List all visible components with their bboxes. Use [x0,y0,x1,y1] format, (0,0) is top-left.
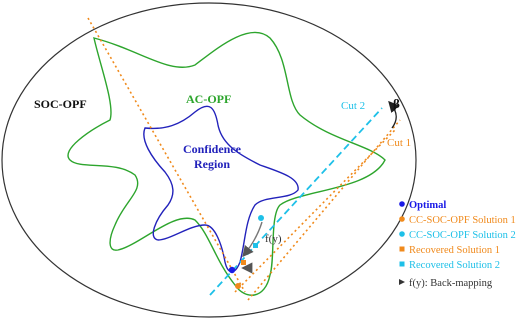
legend-back-mapping-label: f(y): Back-mapping [409,278,493,289]
confidence-label: Confidence [183,142,242,156]
beta-label: β [393,96,400,111]
recovered-solution-2-point [253,243,258,248]
legend-cc-soc-2-label: CC-SOC-OPF Solution 2 [409,230,516,241]
region-label: Region [194,157,230,171]
legend-recovered-2-label: Recovered Solution 2 [409,260,500,271]
legend-cc-soc-2-marker [399,231,405,237]
confidence-region [143,105,299,273]
cut-1-line-far [247,119,401,301]
ac-opf-region [67,31,386,296]
legend: Optimal CC-SOC-OPF Solution 1 CC-SOC-OPF… [399,200,516,289]
fy-label: f(y) [265,233,282,245]
cut-2-label: Cut 2 [341,100,365,112]
cc-soc-opf-solution-1-point [235,283,241,289]
legend-optimal-label: Optimal [409,200,446,211]
cc-soc-opf-solution-2-point [258,215,264,221]
soc-opf-region [1,2,417,318]
legend-optimal-marker [399,201,405,207]
cut-1-label: Cut 1 [387,137,411,149]
beta-rotation-arrow [388,100,400,129]
legend-back-mapping-arrow-icon [399,279,405,285]
legend-cc-soc-1-marker [399,216,405,222]
back-mapping-arrow-2 [241,262,253,274]
legend-recovered-1-label: Recovered Solution 1 [409,245,500,256]
legend-cc-soc-1-label: CC-SOC-OPF Solution 1 [409,215,516,226]
back-mapping-arrow-1 [242,221,263,258]
cut-2-line [209,107,383,296]
legend-recovered-1-marker [399,246,405,252]
optimal-point [228,266,236,274]
soc-opf-label: SOC-OPF [34,97,87,111]
recovered-solution-1-point [241,260,246,265]
legend-recovered-2-marker [399,261,405,267]
ac-opf-label: AC-OPF [186,92,231,106]
